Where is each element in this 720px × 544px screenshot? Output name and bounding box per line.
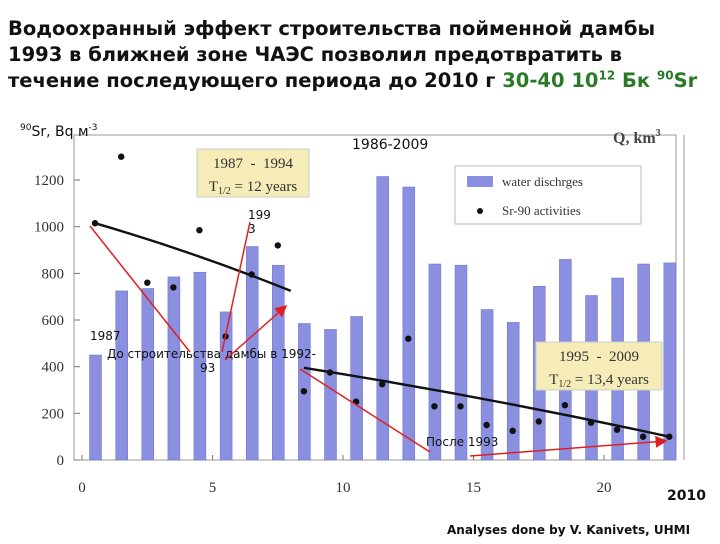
bar-11 [350, 316, 363, 461]
title-isotope-mass: 90 [656, 68, 674, 83]
y-ticks-group: 0 200 400 600 800 1000 1200 [34, 173, 80, 469]
x-tick-label-5: 5 [209, 480, 217, 496]
title-line-2: 1993 в ближней зоне ЧАЭС позволил предот… [8, 43, 623, 66]
arrow-before-dam-1 [89, 225, 191, 353]
legend-bar-swatch [467, 176, 493, 187]
trend-lines-group [94, 222, 670, 438]
title-highlight-exponent: 12 [598, 68, 616, 83]
bar-16 [480, 309, 494, 461]
x-tick-label-20: 20 [597, 480, 612, 496]
y-tick-label-400: 400 [42, 360, 65, 376]
period-box-1987-1994 [196, 148, 310, 198]
chart-area: 0 200 400 600 800 1000 1200 0 5 10 15 20 1987 - 19… [0, 112, 720, 540]
left-axis-title: 90Sr, Bq м-3 [20, 123, 97, 140]
trend-line-2 [303, 366, 670, 438]
period-box-2-line-1: 1995 - 2009 [559, 349, 639, 365]
y-tick-label-0: 0 [57, 453, 65, 469]
period-label-1986-2009: 1986-2009 [352, 137, 428, 153]
y-tick-label-200: 200 [42, 406, 65, 422]
bar-10 [324, 329, 337, 461]
sr90-point-14 [431, 403, 438, 410]
sr90-point-13 [405, 335, 412, 342]
sr90-point-2 [118, 153, 125, 160]
label-before-dam-year: 93 [200, 361, 215, 375]
y-tick-label-1000: 1000 [34, 220, 64, 236]
period-box-1995-2009 [535, 341, 663, 391]
bar-5 [193, 271, 207, 461]
y-tick-label-800: 800 [42, 266, 65, 282]
bar-23 [663, 262, 677, 461]
bars-group [89, 176, 677, 461]
bar-17 [506, 322, 520, 461]
slide-title: Водоохранный эффект строительства поймен… [8, 16, 714, 94]
arrow-after-1993-2 [469, 435, 668, 457]
x-tick-label-0: 0 [78, 480, 86, 496]
arrow-after-1993-1 [299, 368, 431, 453]
x-tick-label-15: 15 [466, 480, 481, 496]
discharge-activity-chart: 0 200 400 600 800 1000 1200 0 5 10 15 20 1987 - 19… [20, 123, 706, 537]
title-highlight-unit: Бк [615, 69, 657, 92]
credit-text: Analyses done by V. Kanivets, UHMI [447, 523, 690, 537]
sr90-point-4 [170, 284, 177, 291]
bar-2 [115, 290, 128, 461]
sr90-point-8 [274, 242, 281, 249]
bar-15 [454, 264, 468, 461]
label-1993-part-a: 199 [248, 208, 271, 222]
label-1993-part-b: 3 [248, 222, 256, 236]
sr90-point-17 [509, 427, 516, 434]
label-before-dam: До строительства дамбы в 1992- [107, 347, 316, 361]
sr90-point-7 [248, 271, 255, 278]
title-line-3-prefix: течение последующего периода до 2010 г [8, 69, 503, 92]
arrow-before-dam-2 [221, 221, 251, 353]
sr90-point-19 [561, 402, 569, 409]
label-after-1993: После 1993 [426, 435, 498, 449]
y-tick-label-1200: 1200 [34, 173, 64, 189]
sr90-point-3 [144, 279, 151, 286]
year-2010-label: 2010 [667, 488, 706, 504]
sr90-point-5 [196, 227, 203, 234]
x-ticks-group: 0 5 10 15 20 [78, 455, 612, 496]
period-box-1-line-2: T1/2 = 12 years [209, 179, 297, 197]
bar-13 [402, 186, 416, 461]
sr90-point-20 [587, 419, 595, 426]
bar-12 [376, 176, 389, 461]
right-axis-title: Q, km3 [613, 128, 661, 147]
bar-1 [89, 354, 102, 461]
arrow-before-dam-3 [224, 305, 288, 361]
title-highlight-value: 30-40 10 [502, 69, 599, 92]
sr90-point-18 [535, 418, 542, 425]
bar-8 [272, 264, 285, 461]
legend-box [454, 165, 642, 225]
bar-4 [167, 276, 181, 461]
bar-14 [428, 263, 442, 461]
title-line-3: течение последующего периода до 2010 г 3… [8, 68, 714, 94]
sr90-point-10 [326, 369, 334, 376]
y-tick-label-600: 600 [42, 313, 65, 329]
bar-3 [141, 288, 155, 461]
trend-line-1 [94, 222, 292, 293]
sr90-point-15 [457, 403, 464, 410]
period-box-1-line-1: 1987 - 1994 [213, 156, 293, 172]
legend-sr90-activities: Sr-90 activities [502, 203, 581, 218]
sr90-point-12 [379, 381, 386, 388]
sr90-point-1 [91, 220, 99, 227]
title-isotope: Sr [673, 69, 698, 92]
sr90-point-21 [613, 426, 621, 433]
points-group [91, 153, 673, 440]
title-line-1: Водоохранный эффект строительства поймен… [8, 17, 656, 40]
bar-7 [245, 246, 259, 461]
sr90-point-16 [483, 421, 490, 429]
sr90-point-22 [639, 433, 647, 440]
legend-point-swatch [477, 208, 483, 214]
sr90-point-23 [666, 433, 673, 440]
label-1987: 1987 [90, 329, 121, 343]
sr90-point-9 [300, 388, 308, 395]
legend-water-discharges: water dischrges [502, 174, 583, 189]
x-tick-label-10: 10 [336, 480, 351, 496]
period-box-2-line-2: T1/2 = 13,4 years [549, 372, 649, 390]
